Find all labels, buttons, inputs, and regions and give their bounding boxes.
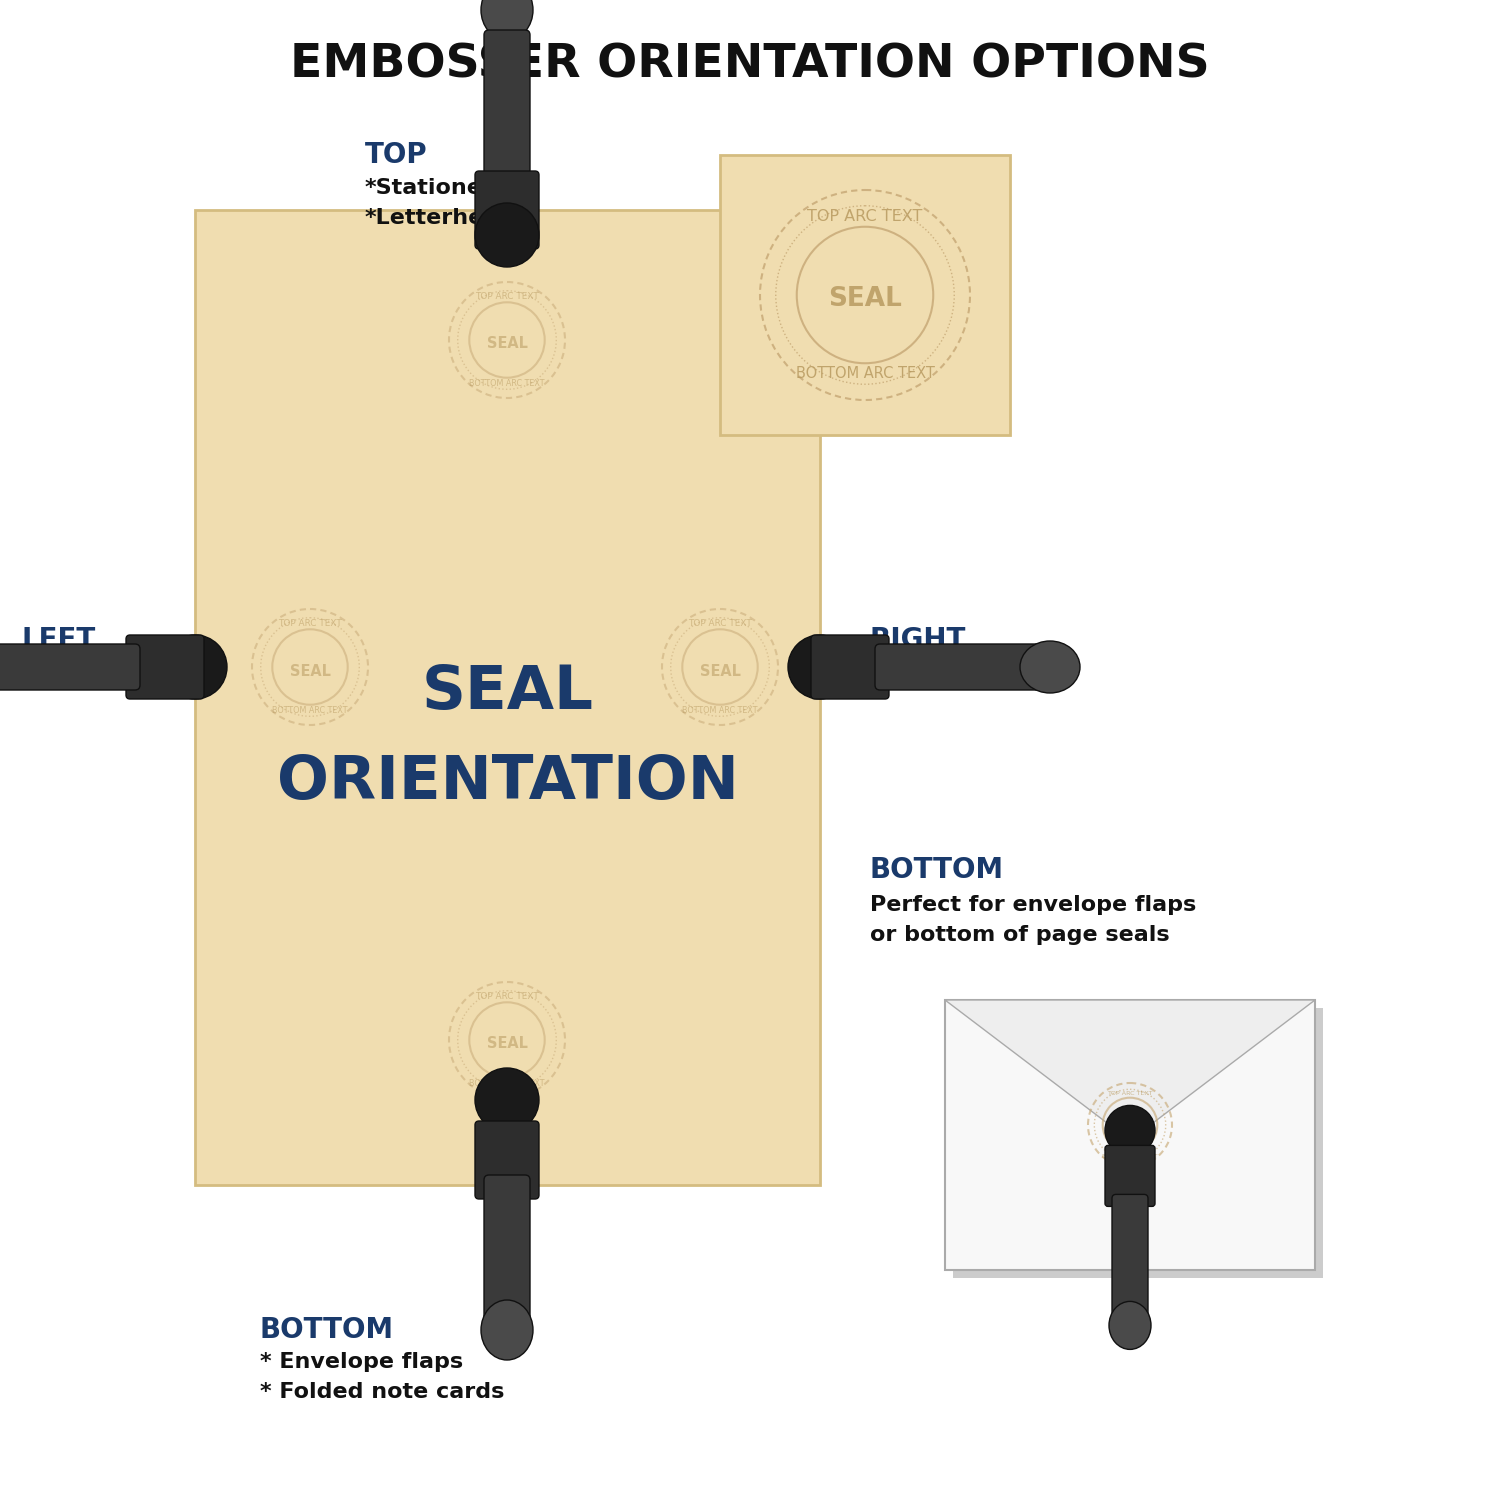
Text: BOTTOM: BOTTOM bbox=[870, 856, 1004, 883]
FancyBboxPatch shape bbox=[874, 644, 1060, 690]
Text: * Folded note cards: * Folded note cards bbox=[260, 1382, 504, 1402]
Circle shape bbox=[476, 202, 538, 267]
FancyBboxPatch shape bbox=[1112, 1194, 1148, 1332]
FancyBboxPatch shape bbox=[945, 1000, 1316, 1270]
Text: SEAL: SEAL bbox=[1114, 1124, 1144, 1134]
Text: TOP ARC TEXT: TOP ARC TEXT bbox=[807, 209, 922, 224]
Ellipse shape bbox=[1108, 1302, 1150, 1350]
FancyBboxPatch shape bbox=[1106, 1146, 1155, 1206]
Circle shape bbox=[476, 1068, 538, 1132]
Text: BOTTOM ARC TEXT: BOTTOM ARC TEXT bbox=[1102, 1154, 1158, 1160]
FancyBboxPatch shape bbox=[195, 210, 820, 1185]
FancyBboxPatch shape bbox=[720, 154, 1010, 435]
FancyBboxPatch shape bbox=[952, 1008, 1323, 1278]
Text: * Envelope flaps: * Envelope flaps bbox=[260, 1352, 464, 1372]
FancyBboxPatch shape bbox=[0, 644, 140, 690]
Text: ORIENTATION: ORIENTATION bbox=[276, 753, 738, 812]
Text: BOTTOM ARC TEXT: BOTTOM ARC TEXT bbox=[470, 1078, 544, 1088]
Text: TOP ARC TEXT: TOP ARC TEXT bbox=[476, 292, 538, 302]
Text: SEAL: SEAL bbox=[422, 663, 594, 722]
Text: SEAL: SEAL bbox=[699, 663, 741, 678]
Text: EMBOSSER ORIENTATION OPTIONS: EMBOSSER ORIENTATION OPTIONS bbox=[290, 42, 1210, 87]
Text: RIGHT: RIGHT bbox=[870, 626, 966, 654]
FancyBboxPatch shape bbox=[476, 171, 538, 249]
Text: TOP ARC TEXT: TOP ARC TEXT bbox=[278, 620, 342, 628]
Circle shape bbox=[1106, 1106, 1155, 1155]
Text: * Book page: * Book page bbox=[870, 662, 1022, 682]
Polygon shape bbox=[945, 1000, 1316, 1140]
Ellipse shape bbox=[482, 0, 532, 40]
Text: TOP: TOP bbox=[364, 141, 428, 170]
Ellipse shape bbox=[1020, 640, 1080, 693]
Text: TOP ARC TEXT: TOP ARC TEXT bbox=[476, 992, 538, 1000]
Text: TOP ARC TEXT: TOP ARC TEXT bbox=[688, 620, 752, 628]
Text: *Not Common: *Not Common bbox=[22, 662, 195, 682]
Text: BOTTOM ARC TEXT: BOTTOM ARC TEXT bbox=[682, 706, 758, 716]
Text: SEAL: SEAL bbox=[828, 286, 902, 312]
Text: TOP ARC TEXT: TOP ARC TEXT bbox=[1107, 1090, 1152, 1096]
Text: SEAL: SEAL bbox=[486, 336, 528, 351]
Text: *Letterhead: *Letterhead bbox=[364, 209, 514, 228]
Text: Perfect for envelope flaps: Perfect for envelope flaps bbox=[870, 896, 1197, 915]
Text: or bottom of page seals: or bottom of page seals bbox=[870, 926, 1170, 945]
Ellipse shape bbox=[482, 1300, 532, 1360]
Text: LEFT: LEFT bbox=[22, 626, 96, 654]
Text: SEAL: SEAL bbox=[486, 1036, 528, 1052]
Circle shape bbox=[788, 634, 852, 699]
Text: SEAL: SEAL bbox=[290, 663, 330, 678]
FancyBboxPatch shape bbox=[812, 634, 889, 699]
FancyBboxPatch shape bbox=[476, 1120, 538, 1198]
FancyBboxPatch shape bbox=[484, 1174, 530, 1346]
Text: *Stationery: *Stationery bbox=[364, 178, 509, 198]
FancyBboxPatch shape bbox=[484, 30, 530, 200]
FancyBboxPatch shape bbox=[126, 634, 204, 699]
Text: BOTTOM ARC TEXT: BOTTOM ARC TEXT bbox=[795, 366, 934, 381]
Text: BOTTOM ARC TEXT: BOTTOM ARC TEXT bbox=[470, 380, 544, 388]
Text: BOTTOM ARC TEXT: BOTTOM ARC TEXT bbox=[273, 706, 348, 716]
Text: BOTTOM: BOTTOM bbox=[260, 1316, 394, 1344]
Circle shape bbox=[164, 634, 226, 699]
